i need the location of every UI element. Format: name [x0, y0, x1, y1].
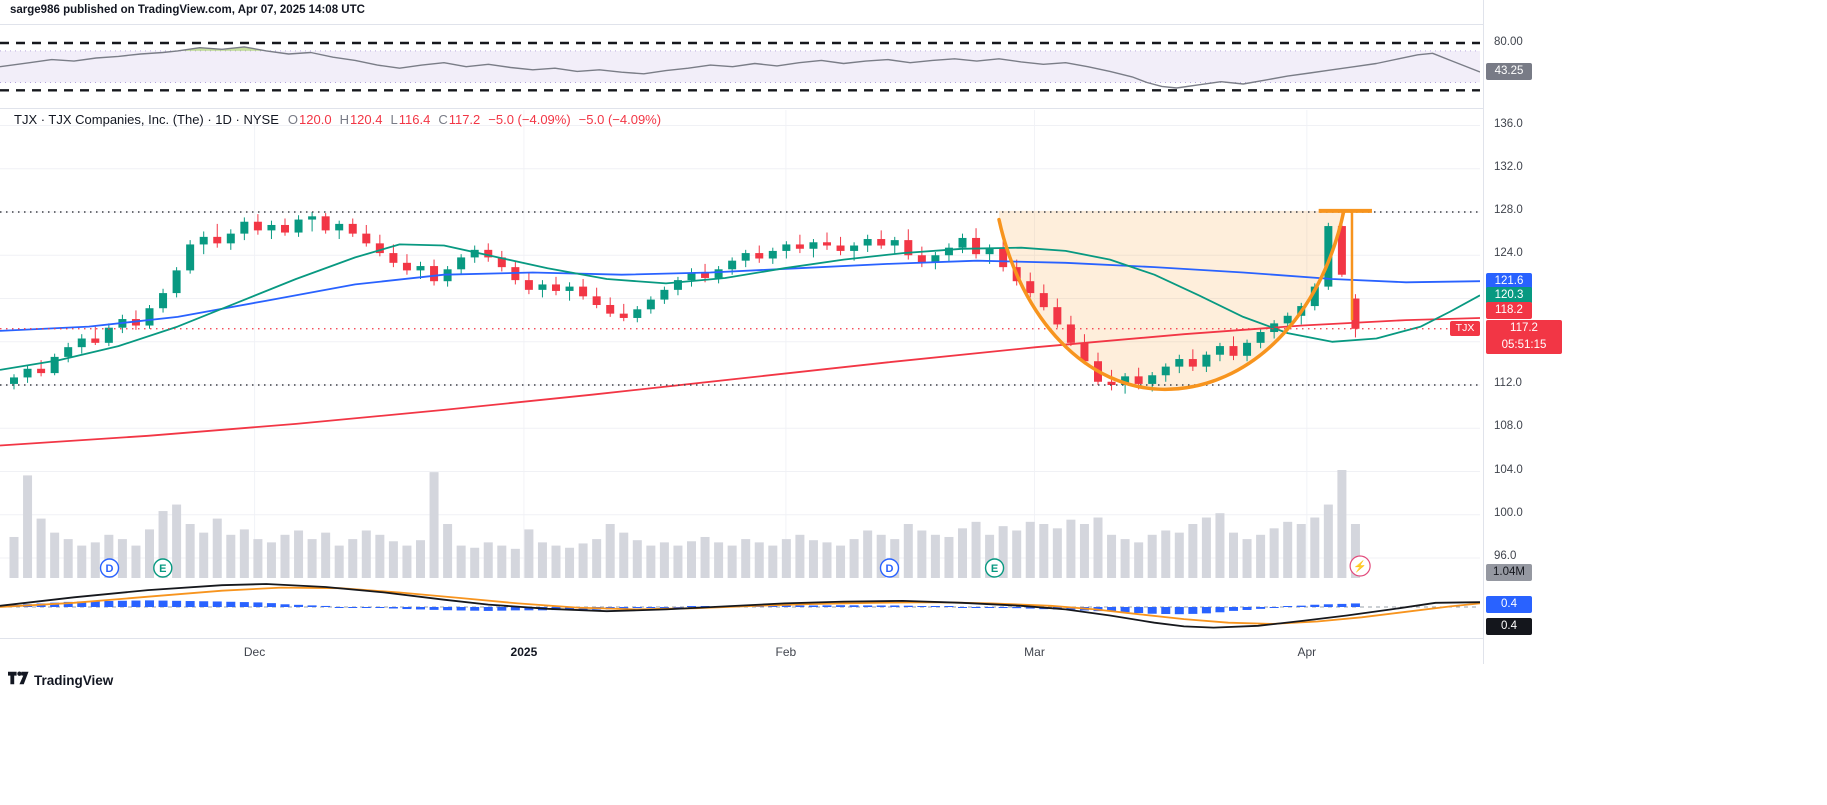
flash-icon[interactable]: ⚡ [1349, 555, 1371, 577]
ma-200-line[interactable] [0, 317, 1480, 447]
ma-50-line[interactable] [0, 259, 1480, 332]
price-scale-label: 128.0 [1494, 204, 1523, 216]
cup-pattern-drawing[interactable] [997, 209, 1346, 392]
rsi-pane-canvas[interactable] [0, 25, 1480, 109]
dividend-marker[interactable]: D [879, 558, 900, 578]
svg-text:⚡: ⚡ [1353, 560, 1367, 573]
price-scale-label: 136.0 [1494, 117, 1523, 130]
ma-value-badge: 120.3 [1486, 286, 1532, 304]
price-scale-label: 108.0 [1494, 420, 1523, 433]
price-scale-label: 112.0 [1494, 377, 1522, 389]
time-axis-label: 2025 [510, 645, 538, 659]
price-scale-label: 100.0 [1494, 506, 1523, 519]
time-axis-label: Apr [1297, 645, 1317, 659]
macd-histogram[interactable] [9, 600, 1360, 615]
macd-value-badge: 0.4 [1486, 618, 1532, 635]
publish-attribution: sarge986 published on TradingView.com, A… [10, 4, 365, 16]
rsi-line[interactable] [0, 46, 1480, 89]
last-price-badge: 117.2 05:51:15 [1486, 320, 1562, 354]
last-price-value: 117.2 [1510, 322, 1538, 334]
ohlc-item: O120.0 [287, 112, 332, 127]
symbol-info-line: TJX · TJX Companies, Inc. (The) · 1D · N… [14, 112, 661, 127]
tradingview-footer[interactable]: TradingView [8, 671, 113, 690]
pane-separator [0, 24, 1560, 25]
price-scale-label: 124.0 [1494, 247, 1523, 260]
macd-line[interactable] [0, 583, 1480, 629]
time-axis-label: Mar [1024, 645, 1045, 659]
svg-text:E: E [991, 563, 998, 575]
macd-pane-canvas[interactable] [0, 578, 1480, 636]
tradingview-logo-icon [8, 671, 29, 690]
rsi-value-badge: 43.25 [1486, 63, 1532, 80]
main-chart-canvas[interactable]: D E D E ⚡ [0, 110, 1480, 585]
symbol-price-chip: TJX [1450, 321, 1480, 336]
pane-separator [0, 108, 1560, 109]
ohlc-values: O120.0 H120.4 L116.4 C117.2 −5.0 (−4.09%) −5.… [288, 112, 661, 127]
bar-countdown: 05:51:15 [1501, 339, 1547, 351]
earnings-marker[interactable]: E [153, 558, 173, 578]
dividend-marker[interactable]: D [99, 558, 120, 578]
price-scale-label: 96.0 [1494, 550, 1517, 562]
ma-value-badge: 121.6 [1486, 272, 1532, 290]
volume-value-badge: 1.04M [1486, 564, 1532, 581]
price-scale-label: 104.0 [1494, 463, 1523, 476]
price-scale-label: 132.0 [1494, 160, 1523, 173]
symbol-title[interactable]: TJX · TJX Companies, Inc. (The) · 1D · N… [14, 112, 279, 127]
ohlc-item: H120.4 [339, 112, 383, 127]
change-value: −5.0 (−4.09%) [488, 112, 571, 127]
earnings-marker[interactable]: E [984, 558, 1005, 578]
volume-series[interactable] [9, 470, 1360, 578]
ma-value-badge: 118.2 [1486, 302, 1532, 319]
change-value: −5.0 (−4.09%) [578, 112, 662, 127]
macd-histogram-badge: 0.4 [1486, 596, 1532, 613]
time-axis-label: Dec [243, 645, 266, 659]
ohlc-item: L116.4 [390, 112, 431, 127]
tradingview-logo-text: TradingView [34, 673, 114, 688]
ohlc-item: C117.2 [438, 112, 481, 127]
rsi-band [0, 50, 1480, 83]
ma-21-line[interactable] [0, 243, 1480, 371]
macd-signal-line[interactable] [0, 586, 1480, 625]
svg-text:D: D [106, 563, 114, 575]
svg-text:E: E [159, 563, 166, 575]
time-axis-label: Feb [775, 645, 797, 659]
cup-pattern-fill [999, 210, 1344, 390]
rsi-upper-level-label: 80.00 [1494, 36, 1523, 48]
price-scale[interactable]: 136.0 132.0 128.0 124.0 112.0 108.0 104.0 100.0… [1483, 0, 1576, 664]
time-axis[interactable]: Dec 2025 Feb Mar Apr [0, 638, 1560, 665]
svg-text:D: D [886, 563, 894, 575]
